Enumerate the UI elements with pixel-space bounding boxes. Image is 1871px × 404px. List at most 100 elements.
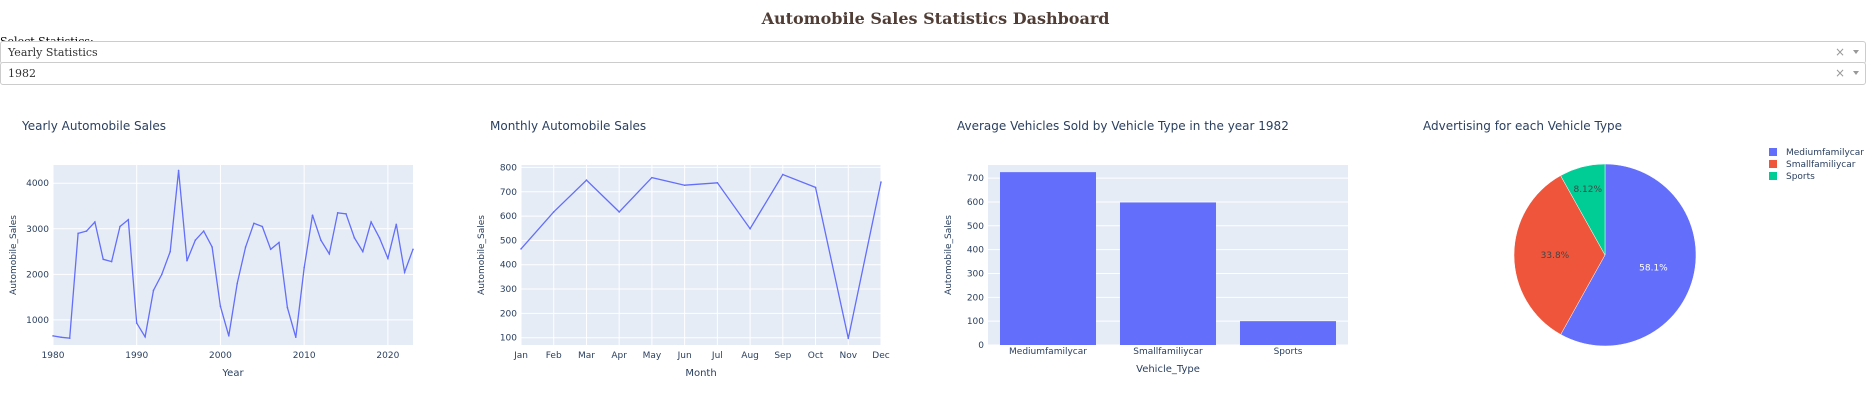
bar-mediumfamilycar (1000, 172, 1096, 345)
data-point (353, 237, 356, 239)
pie-slice-label: 33.8% (1541, 251, 1570, 261)
data-point (387, 257, 389, 260)
data-point (294, 336, 297, 339)
data-point (161, 273, 163, 276)
statistics-type-clear-icon[interactable]: × (1834, 45, 1845, 59)
data-point (211, 246, 213, 248)
y-tick-label: 300 (967, 269, 984, 279)
x-axis-label: Vehicle_Type (1136, 364, 1200, 375)
data-point (228, 335, 230, 337)
statistics-type-value: Yearly Statistics (8, 46, 98, 59)
y-tick-label: 200 (967, 293, 984, 303)
data-point (370, 221, 372, 223)
data-point (135, 322, 138, 324)
y-tick-label: 1000 (26, 316, 49, 326)
y-tick-label: 800 (500, 163, 517, 173)
x-axis-label: Month (685, 368, 716, 379)
data-point (814, 186, 817, 189)
data-point (110, 260, 113, 263)
data-point (847, 337, 850, 340)
y-tick-label: 500 (967, 222, 984, 232)
x-axis-label: Year (221, 368, 244, 379)
x-tick-label: Mediumfamilycar (1009, 347, 1087, 357)
monthly-sales-chart[interactable]: Monthly Automobile Sales 100 200 300 400 500 6… (468, 110, 934, 404)
year-clear-icon[interactable]: × (1834, 66, 1845, 80)
series-line-monthly-sales (520, 173, 882, 339)
legend-label: Smallfamiliycar (1786, 160, 1856, 170)
y-tick-label: 700 (967, 174, 984, 184)
legend-label: Mediumfamilycar (1786, 148, 1864, 158)
data-point (378, 237, 381, 239)
data-point (320, 239, 322, 241)
legend-label: Sports (1786, 172, 1815, 182)
x-tick-label: Nov (839, 351, 857, 361)
x-tick-label: Feb (546, 351, 562, 361)
data-point (328, 253, 331, 255)
data-point (52, 335, 54, 337)
x-tick-label: Sep (774, 351, 791, 361)
y-tick-label: 600 (500, 212, 517, 222)
y-tick-label: 700 (500, 188, 517, 198)
y-tick-label: 2000 (26, 270, 49, 280)
data-point (651, 176, 653, 179)
data-point (68, 337, 71, 339)
data-point (683, 184, 686, 186)
pie-slice-smallfamiliycar (1513, 175, 1606, 335)
data-point (278, 241, 280, 244)
data-point (618, 211, 620, 213)
advertising-pie-chart[interactable]: Advertising for each Vehicle Type 58.1% 33… (1402, 110, 1868, 404)
x-tick-label: Jul (711, 351, 723, 361)
data-point (127, 218, 130, 221)
y-tick-label: 100 (500, 334, 517, 344)
plot-area (53, 165, 413, 345)
chart-title: Average Vehicles Sold by Vehicle Type in… (957, 119, 1289, 133)
data-point (169, 250, 172, 253)
data-point (520, 248, 522, 250)
y-tick-label: 500 (500, 236, 517, 246)
data-point (144, 335, 146, 338)
plot-area (521, 165, 881, 345)
data-point (269, 248, 272, 251)
y-tick-label: 400 (967, 246, 984, 256)
x-tick-label: Sports (1274, 347, 1303, 357)
data-point (261, 225, 264, 228)
data-point (336, 212, 339, 214)
data-point (311, 214, 314, 216)
y-tick-label: 0 (978, 341, 984, 351)
series-line-yearly-sales (52, 170, 414, 339)
data-point (716, 181, 719, 184)
data-point (219, 305, 222, 308)
data-point (403, 271, 406, 273)
y-tick-label: 3000 (26, 225, 49, 235)
vehicle-type-bar-chart[interactable]: Average Vehicles Sold by Vehicle Type in… (935, 110, 1401, 404)
data-point (244, 246, 247, 248)
x-tick-label: Smallfamiliycar (1133, 347, 1203, 357)
yearly-sales-chart[interactable]: Yearly Automobile Sales 1000 2000 3000 4000 1… (0, 110, 466, 404)
x-tick-label: Aug (741, 351, 759, 361)
year-dropdown[interactable]: 1982 × (0, 62, 1866, 85)
data-point (286, 306, 289, 309)
data-point (585, 179, 588, 181)
statistics-type-dropdown[interactable]: Yearly Statistics × (0, 41, 1866, 64)
dashboard-title: Automobile Sales Statistics Dashboard (761, 9, 1110, 28)
pie-slice-label: 58.1% (1639, 264, 1668, 274)
data-point (361, 250, 364, 253)
data-point (253, 222, 255, 225)
x-tick-label: 1990 (125, 351, 148, 361)
bar-smallfamiliycar (1120, 202, 1216, 345)
year-value: 1982 (8, 67, 36, 80)
data-point (85, 230, 88, 232)
y-tick-label: 300 (500, 285, 517, 295)
pie-slice-sports (1560, 163, 1606, 256)
year-chevron-down-icon[interactable] (1853, 71, 1859, 75)
statistics-type-chevron-down-icon[interactable] (1853, 50, 1859, 54)
data-point (749, 227, 751, 230)
x-tick-label: 2020 (376, 351, 399, 361)
bar-sports (1240, 321, 1336, 345)
x-tick-label: Jan (513, 351, 528, 361)
y-axis-label: Automobile_Sales (9, 215, 19, 295)
data-point (152, 289, 155, 292)
x-tick-label: Apr (611, 351, 627, 361)
data-point (303, 266, 305, 269)
x-tick-label: Jun (677, 351, 692, 361)
